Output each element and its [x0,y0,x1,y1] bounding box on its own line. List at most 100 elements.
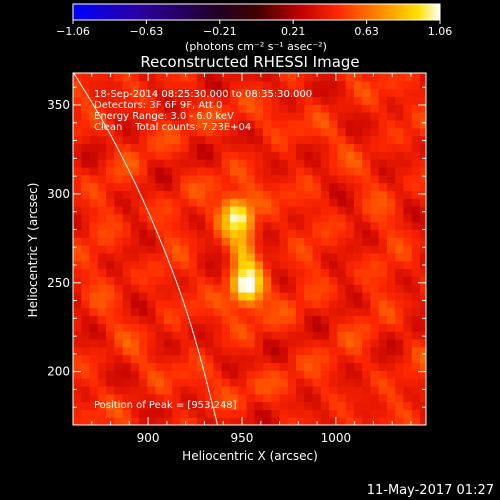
heatmap-pixel [122,174,132,184]
heatmap-pixel [378,73,388,82]
heatmap-pixel [279,245,289,254]
heatmap-pixel [271,245,281,254]
heatmap-pixel [221,151,231,160]
heatmap-pixel [130,284,140,293]
heatmap-pixel [106,237,115,246]
heatmap-pixel [403,338,413,348]
heatmap-pixel [155,346,165,356]
heatmap-pixel [89,378,99,387]
heatmap-pixel [279,299,289,309]
heatmap-pixel [403,245,413,254]
heatmap-pixel [386,88,396,98]
heatmap-pixel [155,245,165,254]
heatmap-pixel [180,96,190,105]
heatmap-pixel [362,174,372,184]
heatmap-pixel [238,245,248,254]
heatmap-pixel [213,323,223,332]
heatmap-pixel [312,307,322,317]
heatmap-pixel [196,127,206,137]
heatmap-pixel [172,409,182,418]
heatmap-pixel [263,119,272,129]
heatmap-pixel [345,151,355,160]
heatmap-pixel [196,378,206,387]
heatmap-pixel [403,143,413,152]
heatmap-pixel [271,385,281,395]
heatmap-pixel [370,401,380,410]
heatmap-pixel [320,409,330,418]
heatmap-pixel [114,276,124,285]
heatmap-pixel [337,80,347,90]
heatmap-pixel [114,299,124,309]
heatmap-pixel [353,159,363,168]
heatmap-pixel [411,198,421,207]
heatmap-pixel [411,119,421,129]
heatmap-pixel [362,237,372,246]
heatmap-pixel [97,331,107,340]
y-axis-label: Heliocentric Y (arcsec) [26,183,40,318]
heatmap-pixel [97,276,107,285]
heatmap-pixel [378,205,388,215]
heatmap-pixel [139,385,148,395]
heatmap-pixel [147,354,157,364]
heatmap-pixel [155,417,165,425]
heatmap-pixel [213,409,223,418]
heatmap-pixel [73,393,82,403]
heatmap-pixel [254,135,264,144]
heatmap-pixel [172,96,182,105]
heatmap-pixel [386,409,396,418]
heatmap-pixel [378,229,388,238]
heatmap-pixel [296,104,305,113]
heatmap-pixel [362,307,372,317]
colorbar-ticks: −1.06 −0.63 −0.21 0.21 0.63 1.06 [56,20,452,38]
heatmap-pixel [370,88,380,98]
heatmap-pixel [337,198,347,207]
heatmap-pixel [89,338,99,348]
heatmap-pixel [403,284,413,293]
heatmap-pixel [271,417,281,425]
heatmap-pixel [89,260,99,270]
heatmap-pixel [337,299,347,309]
heatmap-pixel [403,237,413,246]
heatmap-pixel [139,362,148,371]
heatmap-pixel [246,393,256,403]
heatmap-pixel [386,119,396,129]
heatmap-pixel [188,112,198,121]
heatmap-pixel [386,73,396,82]
heatmap-pixel [89,119,99,129]
heatmap-pixel [337,159,347,168]
heatmap-pixel [337,221,347,231]
heatmap-pixel [122,96,132,105]
heatmap-pixel [271,260,281,270]
heatmap-pixel [296,159,305,168]
heatmap-pixel [155,354,165,364]
heatmap-pixel [378,362,388,371]
heatmap-pixel [122,73,132,82]
heatmap-pixel [263,80,272,90]
heatmap-pixel [296,323,305,332]
heatmap-pixel [362,370,372,379]
heatmap-pixel [254,362,264,371]
heatmap-pixel [238,151,248,160]
heatmap-pixel [213,221,223,231]
heatmap-pixel [188,213,198,223]
heatmap-pixel [205,276,215,285]
heatmap-pixel [386,166,396,176]
heatmap-pixel [263,260,272,270]
heatmap-pixel [246,401,256,410]
heatmap-pixel [320,221,330,231]
heatmap-pixel [238,166,248,176]
heatmap-pixel [238,143,248,152]
heatmap-pixel [130,409,140,418]
heatmap-pixel [320,80,330,90]
heatmap-pixel [304,362,314,371]
heatmap-pixel [411,190,421,199]
heatmap-pixel [362,362,372,371]
heatmap-pixel [81,252,91,262]
heatmap-pixel [329,276,338,285]
heatmap-pixel [320,323,330,332]
heatmap-pixel [254,346,264,356]
heatmap-pixel [196,143,206,152]
heatmap-pixel [370,229,380,238]
heatmap-pixel [287,182,297,191]
